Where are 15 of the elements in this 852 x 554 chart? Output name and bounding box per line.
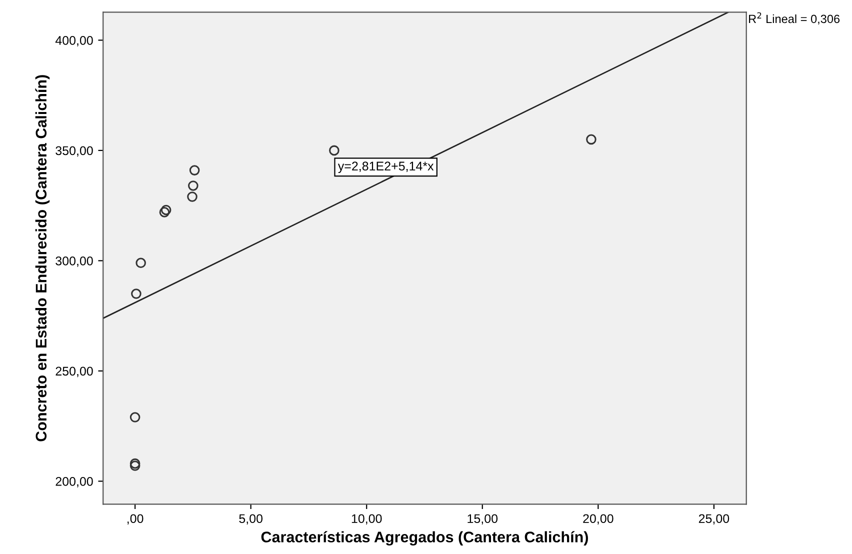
x-tick-label: 25,00 <box>698 514 730 525</box>
x-tick-label: 20,00 <box>583 514 614 525</box>
text: R$^{2}$ Lineal = 0,306 <box>749 12 840 24</box>
x-tick-label: 10,00 <box>352 514 382 525</box>
y-tick-label: 350,00 <box>56 146 93 157</box>
y-tick-label: 300,00 <box>56 256 93 267</box>
x-axis-title: Características Agregados (Cantera Calichín) <box>261 531 588 546</box>
y-tick-label: 200,00 <box>56 477 93 488</box>
y-tick-label: 400,00 <box>55 36 93 46</box>
x-tick-label: 5,00 <box>239 514 262 525</box>
y-axis-title: Concreto en Estado Endurecido (Cantera Calichín) <box>35 75 50 442</box>
x-tick-label: 15,00 <box>468 514 498 525</box>
x-tick-label: ,00 <box>127 514 144 525</box>
y-tick-label: 250,00 <box>56 366 93 378</box>
annotation: y=2,81E2+5,14*x <box>338 162 434 173</box>
